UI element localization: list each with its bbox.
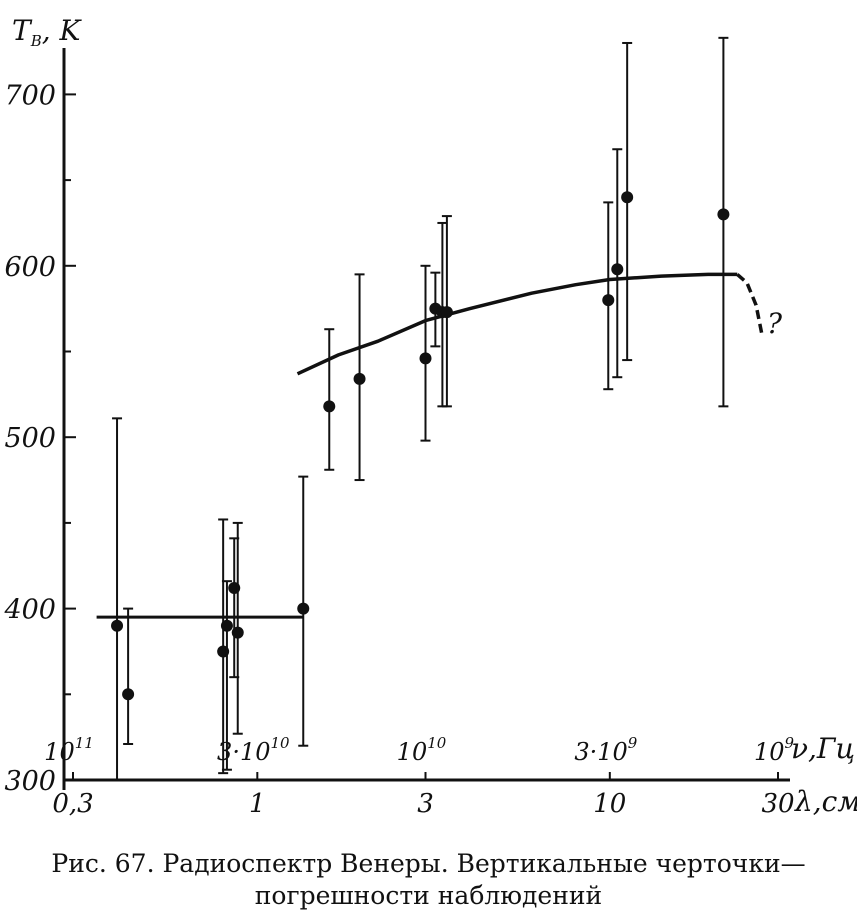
frequency-tick-exponent: 10 — [270, 734, 290, 752]
data-point — [353, 372, 366, 385]
caption-line-1: Рис. 67. Радиоспектр Венеры. Вертикальны… — [51, 849, 806, 878]
data-point — [419, 352, 432, 365]
y-axis-subscript: B — [30, 32, 42, 50]
data-point — [220, 619, 233, 632]
frequency-tick-label: 109 — [754, 734, 795, 766]
spectrum-curve — [296, 272, 738, 376]
frequency-tick-mantissa: 10 — [397, 738, 428, 766]
data-point — [111, 619, 124, 632]
x-tick-label: 10 — [593, 789, 626, 819]
data-point — [621, 191, 634, 204]
frequency-tick-mantissa: 3·10 — [217, 738, 270, 766]
frequency-tick-exponent: 11 — [75, 734, 94, 752]
frequency-tick-label: 3·109 — [574, 734, 637, 766]
data-point — [122, 688, 135, 701]
data-point — [323, 400, 336, 413]
frequency-tick-mantissa: 10 — [754, 738, 785, 766]
frequency-tick-exponent: 9 — [628, 734, 638, 752]
y-axis-unit: , K — [42, 14, 83, 47]
data-point — [602, 294, 615, 307]
y-tick-label: 600 — [4, 252, 56, 283]
data-point — [717, 208, 730, 221]
frequency-tick-label: 1011 — [44, 734, 94, 766]
frequency-tick-label: 3·1010 — [217, 734, 290, 766]
frequency-tick-mantissa: 10 — [44, 738, 75, 766]
data-point — [440, 306, 453, 319]
frequency-tick-exponent: 10 — [427, 734, 447, 752]
curve-annotation: ? — [767, 307, 783, 340]
y-tick-label: 300 — [4, 766, 56, 797]
y-axis-symbol: T — [12, 14, 33, 47]
x-axis-title-wavelength: λ,см — [794, 785, 857, 818]
y-tick-label: 700 — [4, 80, 56, 111]
frequency-tick-label: 1010 — [397, 734, 447, 766]
caption-line-2: погрешности наблюдений — [254, 881, 603, 910]
data-point — [297, 602, 310, 615]
x-tick-label: 3 — [417, 789, 434, 819]
x-axis-title-frequency: ν,Гц — [791, 732, 855, 765]
spectrum-curve-dashed — [736, 273, 764, 335]
data-point — [231, 626, 244, 639]
x-tick-label: 30 — [761, 789, 794, 819]
x-tick-label: 1 — [249, 789, 266, 819]
axes — [62, 48, 790, 790]
y-tick-label: 500 — [4, 423, 56, 454]
frequency-tick-mantissa: 3·10 — [574, 738, 627, 766]
y-tick-label: 400 — [3, 595, 56, 626]
y-axis-title: TB, K — [12, 14, 83, 50]
data-point — [611, 263, 624, 276]
figure-caption: Рис. 67. Радиоспектр Венеры. Вертикальны… — [0, 848, 857, 912]
x-tick-label: 0,3 — [52, 789, 93, 819]
frequency-tick-exponent: 9 — [785, 734, 795, 752]
